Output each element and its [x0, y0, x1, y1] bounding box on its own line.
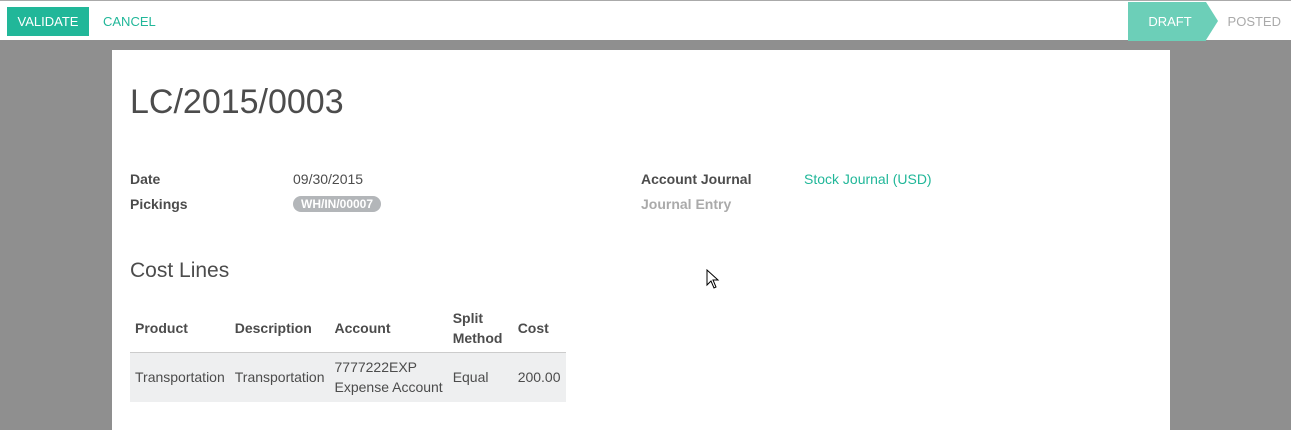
cell-account: 7777222EXP Expense Account: [329, 352, 448, 402]
col-product: Product: [130, 305, 230, 353]
journal-entry-label: Journal Entry: [641, 196, 732, 212]
table-row[interactable]: Transportation Transportation 7777222EXP…: [130, 352, 566, 402]
col-split-method: Split Method: [447, 305, 513, 353]
account-name: Expense Account: [334, 379, 443, 396]
status-bar: DRAFT POSTED: [1128, 2, 1291, 41]
cell-cost: 200.00: [512, 352, 566, 402]
col-account: Account: [329, 305, 448, 353]
table-header: Product Description Account Split Method…: [130, 305, 566, 353]
col-description: Description: [229, 305, 330, 353]
status-posted[interactable]: POSTED: [1227, 14, 1281, 29]
journal-link[interactable]: Stock Journal (USD): [804, 171, 932, 187]
status-draft[interactable]: DRAFT: [1128, 2, 1218, 41]
control-panel: VALIDATE CANCEL DRAFT POSTED: [0, 0, 1291, 41]
cell-product: Transportation: [130, 352, 230, 402]
mouse-cursor-icon: [706, 269, 720, 289]
form-sheet: LC/2015/0003 Date 09/30/2015 Pickings WH…: [112, 50, 1170, 430]
cost-lines-table: Product Description Account Split Method…: [130, 305, 566, 402]
date-label: Date: [130, 171, 161, 187]
validate-button[interactable]: VALIDATE: [7, 7, 89, 36]
record-title: LC/2015/0003: [130, 83, 344, 121]
cost-lines-title: Cost Lines: [130, 259, 230, 282]
journal-label: Account Journal: [641, 171, 752, 187]
col-cost: Cost: [512, 305, 566, 353]
cell-description: Transportation: [229, 352, 330, 402]
date-value: 09/30/2015: [293, 171, 364, 187]
picking-tag[interactable]: WH/IN/00007: [293, 196, 382, 212]
cancel-button[interactable]: CANCEL: [103, 14, 156, 29]
pickings-label: Pickings: [130, 196, 188, 212]
cell-split: Equal: [447, 352, 513, 402]
account-code: 7777222EXP: [334, 359, 418, 376]
